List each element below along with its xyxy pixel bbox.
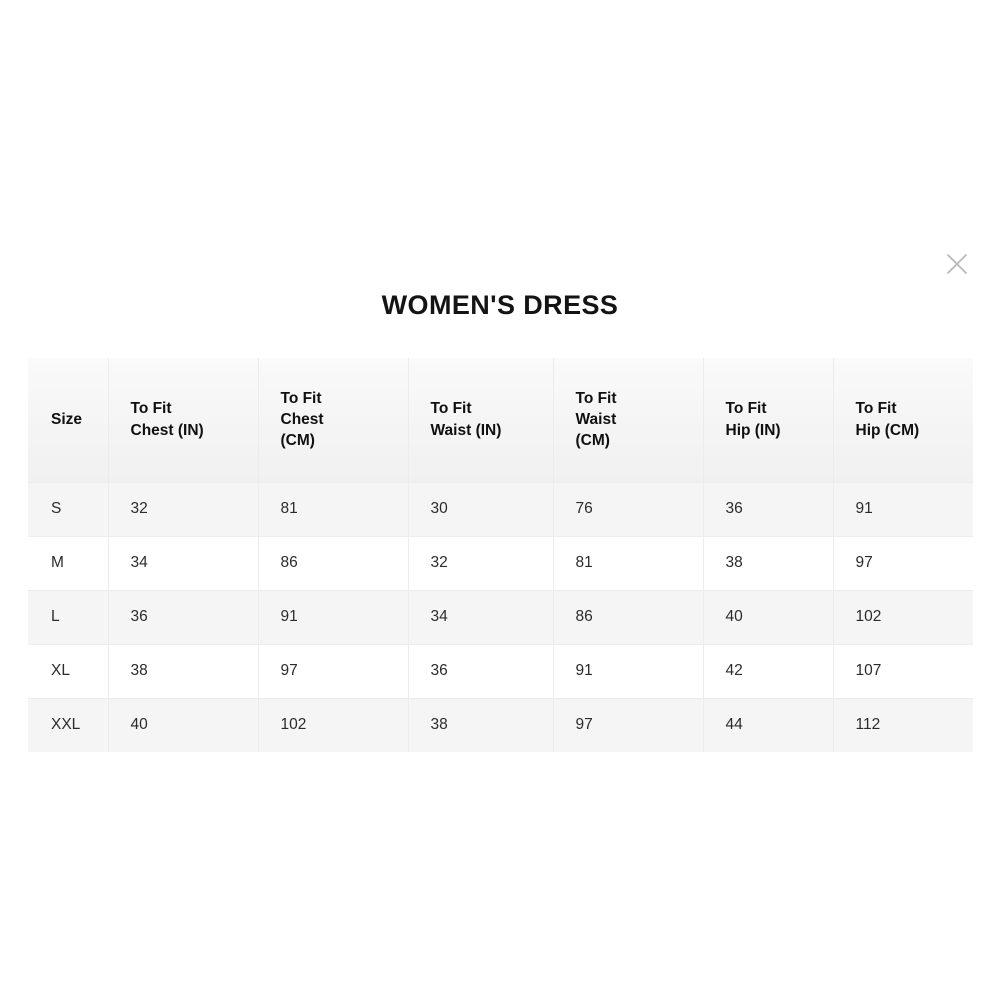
cell-hip-cm: 112 — [833, 697, 973, 752]
table-row: M 34 86 32 81 38 97 — [28, 535, 973, 590]
table-header-row: Size To Fit Chest (IN) To Fit Chest (CM)… — [28, 358, 973, 482]
column-header-waist-cm: To Fit Waist (CM) — [553, 358, 704, 482]
cell-hip-cm: 107 — [833, 643, 973, 698]
cell-chest-in: 40 — [108, 697, 259, 752]
table-body: S 32 81 30 76 36 91 M 34 86 32 81 38 97 — [28, 481, 973, 752]
cell-size: XL — [28, 643, 109, 698]
table-row: XL 38 97 36 91 42 107 — [28, 643, 973, 698]
cell-waist-cm: 76 — [553, 481, 704, 536]
column-header-hip-in: To Fit Hip (IN) — [703, 358, 834, 482]
table-row: S 32 81 30 76 36 91 — [28, 481, 973, 536]
size-chart-table: Size To Fit Chest (IN) To Fit Chest (CM)… — [28, 358, 973, 752]
cell-size: S — [28, 481, 109, 536]
cell-waist-in: 38 — [408, 697, 554, 752]
cell-chest-cm: 81 — [258, 481, 409, 536]
close-x-icon — [945, 252, 969, 276]
cell-hip-in: 42 — [703, 643, 834, 698]
table-header: Size To Fit Chest (IN) To Fit Chest (CM)… — [28, 358, 973, 482]
cell-waist-in: 36 — [408, 643, 554, 698]
page-title: WOMEN'S DRESS — [381, 290, 619, 320]
cell-size: XXL — [28, 697, 109, 752]
cell-hip-in: 38 — [703, 535, 834, 590]
size-chart-table-container: Size To Fit Chest (IN) To Fit Chest (CM)… — [28, 358, 973, 752]
cell-waist-cm: 91 — [553, 643, 704, 698]
column-header-hip-cm: To Fit Hip (CM) — [833, 358, 973, 482]
cell-waist-cm: 81 — [553, 535, 704, 590]
cell-waist-in: 34 — [408, 589, 554, 644]
cell-waist-in: 32 — [408, 535, 554, 590]
cell-hip-in: 44 — [703, 697, 834, 752]
column-header-size: Size — [28, 358, 109, 482]
cell-chest-in: 36 — [108, 589, 259, 644]
cell-waist-cm: 97 — [553, 697, 704, 752]
cell-chest-in: 32 — [108, 481, 259, 536]
cell-chest-cm: 86 — [258, 535, 409, 590]
cell-hip-in: 40 — [703, 589, 834, 644]
cell-hip-in: 36 — [703, 481, 834, 536]
cell-chest-cm: 102 — [258, 697, 409, 752]
cell-chest-cm: 91 — [258, 589, 409, 644]
cell-size: L — [28, 589, 109, 644]
column-header-waist-in: To Fit Waist (IN) — [408, 358, 554, 482]
close-button[interactable] — [936, 243, 978, 285]
cell-hip-cm: 91 — [833, 481, 973, 536]
cell-chest-cm: 97 — [258, 643, 409, 698]
column-header-chest-in: To Fit Chest (IN) — [108, 358, 259, 482]
cell-waist-cm: 86 — [553, 589, 704, 644]
cell-chest-in: 38 — [108, 643, 259, 698]
table-row: L 36 91 34 86 40 102 — [28, 589, 973, 644]
cell-waist-in: 30 — [408, 481, 554, 536]
cell-size: M — [28, 535, 109, 590]
cell-hip-cm: 97 — [833, 535, 973, 590]
column-header-chest-cm: To Fit Chest (CM) — [258, 358, 409, 482]
cell-chest-in: 34 — [108, 535, 259, 590]
table-row: XXL 40 102 38 97 44 112 — [28, 697, 973, 752]
cell-hip-cm: 102 — [833, 589, 973, 644]
